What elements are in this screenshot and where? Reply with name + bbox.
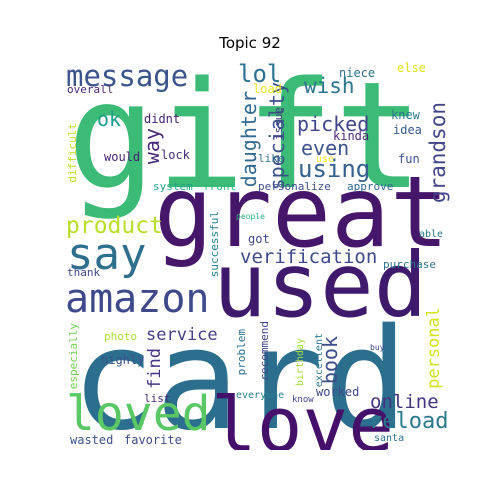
word-people: people bbox=[236, 212, 265, 221]
word-didnt: didnt bbox=[144, 112, 181, 126]
word-card: card bbox=[71, 299, 409, 451]
word-approve: approve bbox=[347, 180, 394, 193]
word-used: used bbox=[213, 233, 428, 337]
word-great: great bbox=[154, 156, 450, 270]
word-product: product bbox=[66, 213, 163, 239]
word-favorite: favorite bbox=[124, 433, 182, 447]
word-verification: verification bbox=[240, 246, 378, 268]
word-santa: santa bbox=[374, 433, 405, 444]
word-even: even bbox=[301, 136, 350, 160]
word-grandson: grandson bbox=[426, 102, 450, 204]
word-like: like bbox=[258, 152, 285, 165]
word-daughter: daughter bbox=[237, 91, 261, 188]
chart-title: Topic 92 bbox=[219, 34, 281, 52]
word-buy: buy bbox=[370, 343, 385, 352]
word-loved: loved bbox=[66, 386, 211, 442]
word-wasted: wasted bbox=[70, 433, 114, 447]
word-else: else bbox=[397, 61, 426, 75]
word-worked: worked bbox=[316, 385, 360, 399]
word-birthday: birthday bbox=[295, 338, 306, 387]
word-know: know bbox=[292, 395, 314, 405]
word-say: say bbox=[67, 229, 147, 280]
word-able: able bbox=[419, 229, 444, 240]
word-use: use bbox=[316, 154, 335, 165]
word-difficult: difficult bbox=[66, 123, 79, 183]
word-find: find bbox=[145, 348, 165, 389]
word-overall: overall bbox=[67, 83, 114, 96]
word-niece: niece bbox=[339, 66, 376, 80]
word-kinda: kinda bbox=[333, 129, 370, 143]
word-system: system bbox=[153, 180, 193, 193]
word-personal: personal bbox=[424, 307, 444, 389]
word-message: message bbox=[66, 61, 189, 93]
word-lock: lock bbox=[161, 148, 190, 162]
word-thank: thank bbox=[67, 266, 101, 279]
word-reload: reload bbox=[369, 409, 449, 434]
word-wish: wish bbox=[304, 74, 355, 98]
word-knew: knew bbox=[391, 108, 420, 122]
word-would: would bbox=[104, 150, 141, 164]
word-amazon: amazon bbox=[65, 276, 210, 322]
word-highly: highly bbox=[101, 353, 145, 367]
word-recommend: recommend bbox=[258, 321, 271, 381]
word-online: online bbox=[370, 391, 439, 413]
word-way: way bbox=[140, 128, 164, 165]
word-picked: picked bbox=[297, 112, 370, 136]
word-excellent: excellent bbox=[314, 333, 325, 388]
word-especially: especially bbox=[67, 323, 80, 390]
word-problem: problem bbox=[235, 329, 248, 376]
word-fun: fun bbox=[398, 152, 420, 166]
word-ok: ok bbox=[97, 107, 122, 131]
word-idea: idea bbox=[393, 123, 422, 137]
word-load: load bbox=[253, 82, 282, 96]
word-purchase: purchase bbox=[383, 258, 436, 271]
word-gift: gift bbox=[67, 61, 424, 222]
word-love: love bbox=[211, 380, 395, 451]
word-front: front bbox=[203, 180, 237, 193]
word-photo: photo bbox=[104, 330, 138, 343]
word-cloud: card gift great used love loved amazon m… bbox=[63, 61, 452, 450]
word-successful: successful bbox=[208, 211, 221, 278]
word-everyone: everyone bbox=[236, 390, 285, 401]
word-got: got bbox=[248, 232, 270, 246]
word-personalize: personalize bbox=[258, 180, 331, 193]
word-service: service bbox=[146, 325, 218, 345]
word-lol: lol bbox=[238, 61, 282, 88]
word-using: using bbox=[298, 155, 371, 183]
word-issue: issue bbox=[272, 107, 285, 141]
word-list: list bbox=[144, 392, 171, 405]
